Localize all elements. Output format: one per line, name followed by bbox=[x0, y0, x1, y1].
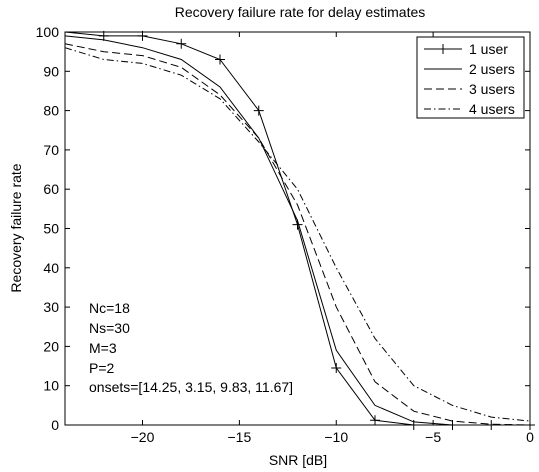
data-point-marker bbox=[253, 105, 264, 116]
x-tick-label: −10 bbox=[324, 429, 348, 445]
y-tick-label: 30 bbox=[43, 299, 59, 315]
y-tick-label: 20 bbox=[43, 338, 59, 354]
annotation-ns: Ns=30 bbox=[89, 320, 130, 336]
x-tick-label: −15 bbox=[228, 429, 252, 445]
y-tick-label: 50 bbox=[43, 221, 59, 237]
series-layer bbox=[64, 30, 535, 430]
legend-marker bbox=[438, 44, 448, 54]
x-axis-label: SNR [dB] bbox=[269, 452, 327, 468]
legend: 1 user 2 users 3 users 4 users bbox=[416, 36, 525, 119]
data-point-marker bbox=[370, 415, 380, 426]
y-tick-label: 0 bbox=[51, 417, 59, 433]
y-tick-label: 90 bbox=[43, 63, 59, 79]
legend-label: 2 users bbox=[469, 61, 515, 77]
legend-label: 3 users bbox=[469, 81, 515, 97]
y-axis-label: Recovery failure rate bbox=[8, 163, 24, 292]
series-line-3-users bbox=[64, 43, 531, 426]
annotation-onsets: onsets=[14.25, 3.15, 9.83, 11.67] bbox=[89, 379, 293, 395]
y-tick-label: 80 bbox=[43, 103, 59, 119]
y-tick-label: 10 bbox=[43, 378, 59, 394]
legend-label: 4 users bbox=[469, 101, 515, 117]
x-tick-label: −20 bbox=[131, 429, 155, 445]
x-tick-label: −5 bbox=[425, 429, 441, 445]
data-point-marker bbox=[176, 38, 187, 49]
chart-title: Recovery failure rate for delay estimate… bbox=[175, 4, 426, 20]
series-line-4-users bbox=[64, 47, 531, 422]
series-line-2-users bbox=[64, 35, 530, 426]
legend-box bbox=[416, 36, 525, 119]
parameter-annotations: Nc=18 Ns=30 M=3 P=2 onsets=[14.25, 3.15,… bbox=[89, 300, 293, 395]
annotation-p: P=2 bbox=[89, 360, 115, 376]
legend-label: 1 user bbox=[469, 41, 508, 57]
data-point-marker bbox=[137, 30, 148, 41]
y-tick-label: 70 bbox=[43, 142, 59, 158]
y-tick-label: 60 bbox=[43, 181, 59, 197]
annotation-m: M=3 bbox=[89, 340, 117, 356]
annotation-nc: Nc=18 bbox=[89, 300, 130, 316]
x-axis-ticks: −20 −15 −10 −5 0 bbox=[131, 32, 534, 445]
data-point-marker bbox=[215, 54, 225, 65]
y-tick-label: 100 bbox=[36, 24, 60, 40]
x-tick-label: 0 bbox=[526, 429, 534, 445]
data-point-marker bbox=[331, 363, 342, 374]
y-tick-label: 40 bbox=[43, 260, 59, 276]
data-point-marker bbox=[98, 30, 109, 41]
